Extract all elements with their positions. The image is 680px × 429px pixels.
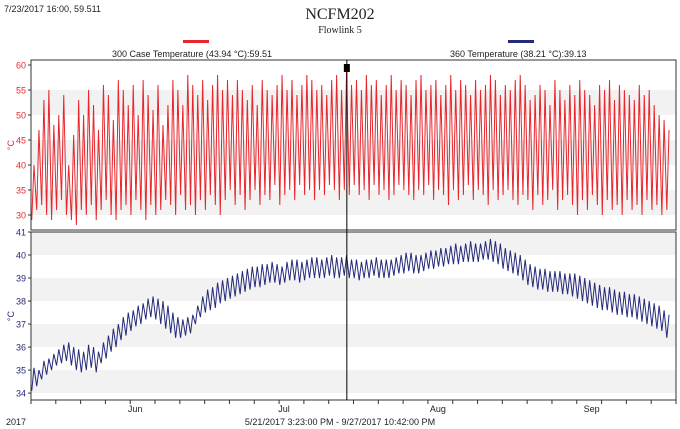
y-tick-label: 55	[16, 86, 26, 96]
year-label: 2017	[6, 417, 27, 427]
series-line-360-temperature	[31, 238, 670, 391]
cursor-handle[interactable]	[343, 64, 350, 72]
y-tick-label: 39	[16, 274, 26, 284]
x-tick-label: Sep	[584, 404, 600, 414]
y-axis-label: °C	[6, 139, 16, 150]
y-tick-label: 60	[16, 61, 26, 71]
grid-band	[31, 90, 676, 115]
grid-band	[31, 278, 676, 302]
y-tick-label: 34	[16, 389, 26, 399]
y-tick-label: 36	[16, 343, 26, 353]
y-tick-label: 30	[16, 211, 26, 221]
legend-swatch-360-temperature	[508, 40, 534, 43]
y-tick-label: 41	[16, 228, 26, 238]
legend-swatch-case-temperature	[183, 40, 209, 43]
y-tick-label: 40	[16, 251, 26, 261]
y-tick-label: 35	[16, 366, 26, 376]
chart-subtitle: Flowlink 5	[318, 25, 362, 36]
x-tick-label: Jun	[128, 404, 143, 414]
y-tick-label: 38	[16, 297, 26, 307]
grid-band	[31, 324, 676, 348]
y-tick-label: 45	[16, 136, 26, 146]
grid-band	[31, 370, 676, 394]
y-tick-label: 35	[16, 186, 26, 196]
cursor-readout: 7/23/2017 16:00, 59.511	[4, 4, 101, 14]
y-tick-label: 40	[16, 161, 26, 171]
grid-band	[31, 232, 676, 256]
date-range-label: 5/21/2017 3:23:00 PM - 9/27/2017 10:42:0…	[244, 417, 436, 427]
chart-title: NCFM202	[305, 6, 375, 23]
plot-frame	[30, 59, 677, 231]
legend-label-360-temperature: 360 Temperature (38.21 °C):39.13	[450, 49, 587, 59]
x-tick-label: Jul	[278, 404, 290, 414]
y-tick-label: 37	[16, 320, 26, 330]
legend-label-case-temperature: 300 Case Temperature (43.94 °C):59.51	[112, 49, 273, 59]
series-line-case-temperature	[31, 69, 670, 226]
y-axis-label: °C	[6, 310, 16, 321]
grid-band	[31, 190, 676, 215]
y-tick-label: 50	[16, 111, 26, 121]
x-tick-label: Aug	[430, 404, 446, 414]
